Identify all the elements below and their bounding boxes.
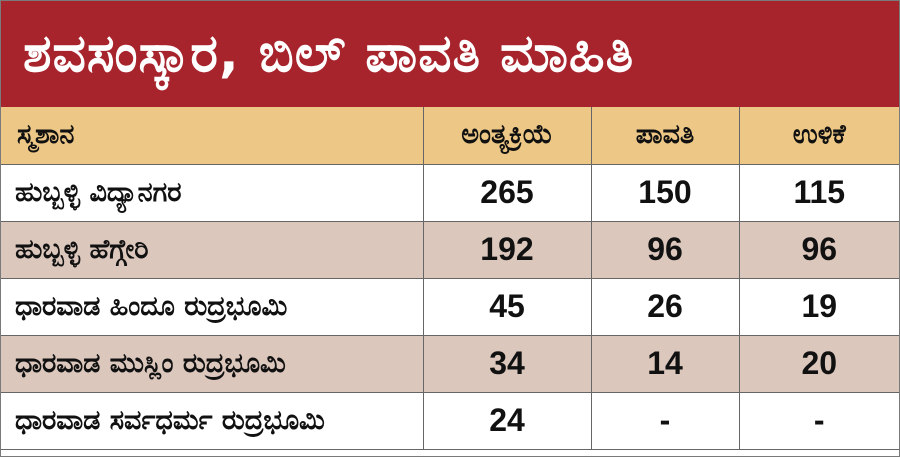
table-header-row: ಸ್ಮಶಾನ ಅಂತ್ಯಕ್ರಿಯೆ ಪಾವತಿ ಉಳಿಕೆ: [1, 107, 899, 165]
cell-funerals: 45: [422, 277, 592, 336]
cell-paid: 14: [590, 334, 740, 393]
cell-balance: 96: [738, 220, 899, 279]
data-table: ಸ್ಮಶಾನ ಅಂತ್ಯಕ್ರಿಯೆ ಪಾವತಿ ಉಳಿಕೆ ಹುಬ್ಬಳ್ಳಿ…: [1, 107, 899, 450]
row-label: ಧಾರವಾಡ ಮುಸ್ಲಿಂ ರುದ್ರಭೂಮಿ: [1, 334, 424, 393]
cell-balance: 19: [738, 277, 899, 336]
row-label: ಹುಬ್ಬಳ್ಳಿ ವಿದ್ಯಾನಗರ: [1, 164, 424, 222]
column-header-funerals: ಅಂತ್ಯಕ್ರಿಯೆ: [422, 107, 592, 165]
page-title: ಶವಸಂಸ್ಕಾರ, ಬಿಲ್ ಪಾವತಿ ಮಾಹಿತಿ: [1, 1, 899, 107]
cell-balance: 20: [738, 334, 899, 393]
column-header-paid: ಪಾವತಿ: [590, 107, 740, 165]
cell-funerals: 265: [422, 164, 592, 222]
row-label: ಧಾರವಾಡ ಹಿಂದೂ ರುದ್ರಭೂಮಿ: [1, 277, 424, 336]
column-header-cemetery: ಸ್ಮಶಾನ: [1, 107, 424, 165]
row-label: ಹುಬ್ಬಳ್ಳಿ ಹೆಗ್ಗೇರಿ: [1, 220, 424, 279]
table-row: ಧಾರವಾಡ ಸರ್ವಧರ್ಮ ರುದ್ರಭೂಮಿ 24 - -: [1, 391, 899, 450]
column-header-balance: ಉಳಿಕೆ: [738, 107, 899, 165]
cell-paid: 26: [590, 277, 740, 336]
cell-funerals: 24: [422, 391, 592, 450]
row-label: ಧಾರವಾಡ ಸರ್ವಧರ್ಮ ರುದ್ರಭೂಮಿ: [1, 391, 424, 450]
cell-paid: 96: [590, 220, 740, 279]
table-row: ಹುಬ್ಬಳ್ಳಿ ಹೆಗ್ಗೇರಿ 192 96 96: [1, 220, 899, 279]
cell-paid: 150: [590, 164, 740, 222]
table-row: ಧಾರವಾಡ ಹಿಂದೂ ರುದ್ರಭೂಮಿ 45 26 19: [1, 277, 899, 336]
cell-paid: -: [590, 391, 740, 450]
cell-funerals: 192: [422, 220, 592, 279]
cell-funerals: 34: [422, 334, 592, 393]
table-row: ಹುಬ್ಬಳ್ಳಿ ವಿದ್ಯಾನಗರ 265 150 115: [1, 164, 899, 222]
cell-balance: -: [738, 391, 899, 450]
table-row: ಧಾರವಾಡ ಮುಸ್ಲಿಂ ರುದ್ರಭೂಮಿ 34 14 20: [1, 334, 899, 393]
cell-balance: 115: [738, 164, 899, 222]
